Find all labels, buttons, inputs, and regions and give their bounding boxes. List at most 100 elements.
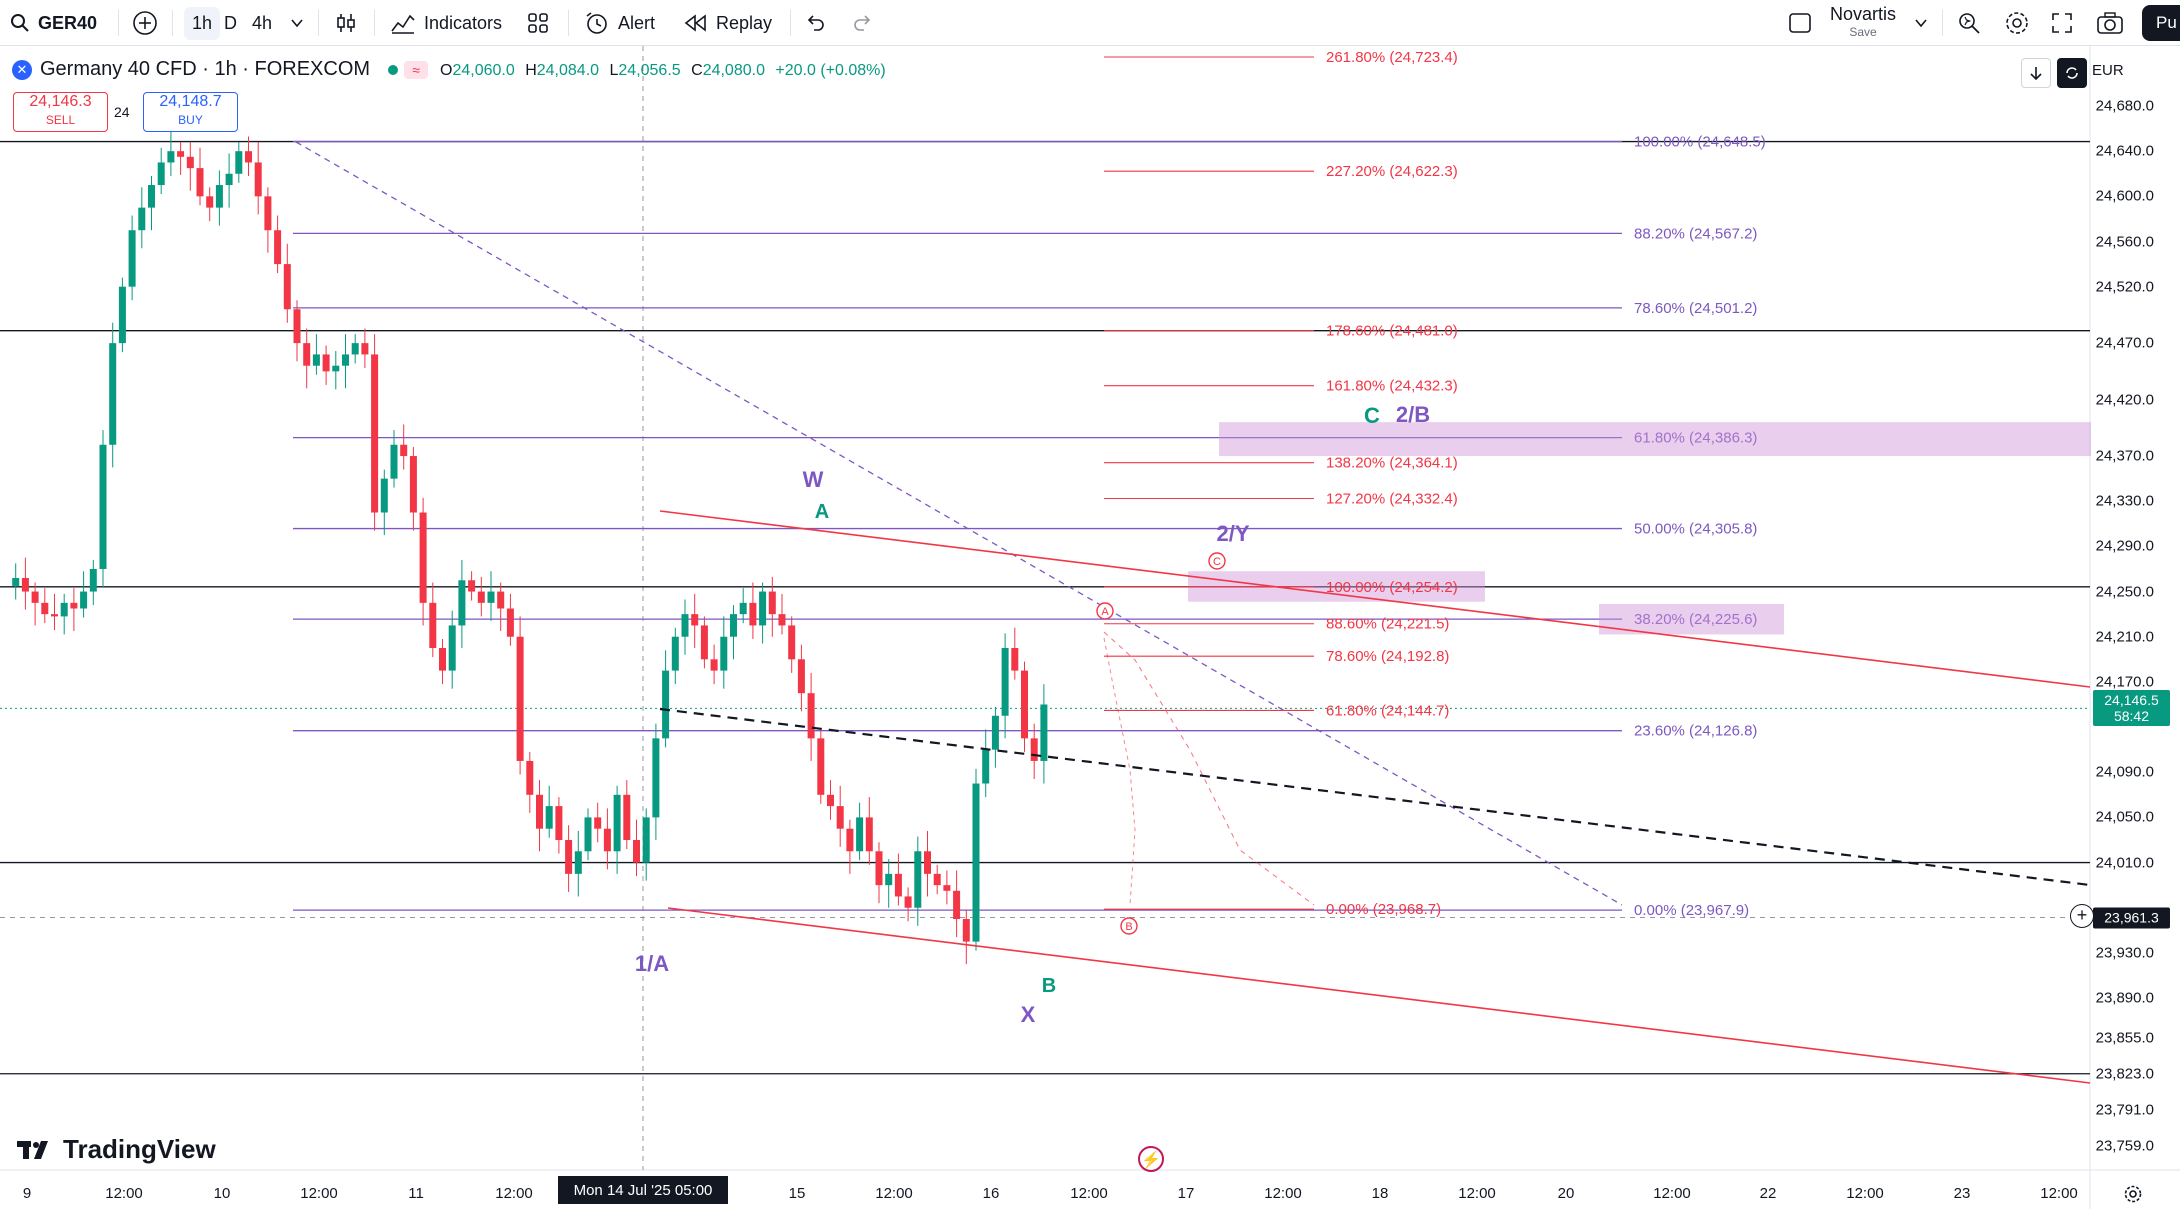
- candle-body: [342, 354, 349, 366]
- countdown-label: 58:42: [2113, 708, 2150, 725]
- time-axis-label: 20: [1557, 1185, 1575, 1202]
- candle-body: [1021, 670, 1028, 739]
- arrow-down-icon: [2030, 67, 2042, 81]
- price-axis-label: 24,170.0: [2095, 673, 2154, 691]
- quick-search-button[interactable]: [1956, 0, 1982, 46]
- candle-body: [778, 614, 786, 626]
- layout-menu[interactable]: Novartis Save: [1830, 0, 1896, 46]
- open-value: 24,060.0: [452, 62, 515, 79]
- interval-d[interactable]: D: [224, 12, 237, 33]
- candle-body: [914, 851, 922, 908]
- fullscreen-icon: [2052, 13, 2072, 33]
- layout-checkbox[interactable]: [1788, 0, 1812, 46]
- fib-purple-label: 38.20% (24,225.6): [1634, 611, 1757, 628]
- candle-body: [51, 614, 58, 617]
- buy-label: BUY: [178, 113, 203, 127]
- fullscreen-button[interactable]: [2050, 0, 2074, 46]
- indicators-button[interactable]: Indicators: [390, 0, 502, 46]
- candle-body: [953, 890, 961, 920]
- fib-red-label: 261.80% (24,723.4): [1326, 49, 1458, 66]
- magic-search-icon: [1959, 13, 1980, 34]
- templates-button[interactable]: [526, 0, 550, 46]
- sell-button[interactable]: 24,146.3 SELL: [13, 92, 108, 132]
- candle-body: [817, 738, 825, 795]
- publish-button[interactable]: Pu: [2142, 5, 2180, 41]
- candle-body: [303, 343, 311, 366]
- candle-body: [846, 828, 854, 852]
- candle-body: [730, 614, 737, 637]
- interval-dropdown[interactable]: [290, 0, 304, 46]
- candle-body: [739, 602, 747, 615]
- price-axis-label: 24,250.0: [2095, 583, 2154, 601]
- redo-button[interactable]: [852, 0, 874, 46]
- candle-body: [371, 354, 379, 513]
- chart-settings-button[interactable]: [2123, 1184, 2143, 1209]
- spread-value: 24: [114, 104, 130, 120]
- wave-circle-a-ring: [1096, 602, 1114, 620]
- price-axis-label: 23,930.0: [2095, 944, 2154, 962]
- compare-symbol-button[interactable]: [132, 0, 158, 46]
- top-toolbar: GER40 1h D 4h Indicators Alert Replay No…: [0, 0, 2180, 46]
- price-axis-label: 24,090.0: [2095, 763, 2154, 781]
- fib-purple-label: 50.00% (24,305.8): [1634, 521, 1757, 538]
- fib-red-label: 138.20% (24,364.1): [1326, 455, 1458, 472]
- layout-status: Save: [1849, 25, 1877, 39]
- symbol-logo-icon: ✕: [12, 59, 32, 80]
- candle-body: [574, 851, 582, 874]
- candle-body: [904, 896, 912, 908]
- add-alert-plus-icon[interactable]: +: [2070, 904, 2094, 928]
- fib-purple-label: 61.80% (24,386.3): [1634, 430, 1757, 447]
- candle-body: [177, 151, 185, 157]
- symbol-legend[interactable]: ✕ Germany 40 CFD · 1h · FOREXCOM ≈: [12, 58, 429, 81]
- wave-circle-c: C: [1213, 556, 1221, 568]
- candle-body: [468, 580, 476, 592]
- fib-red-label: 88.60% (24,221.5): [1326, 616, 1449, 633]
- change-value: +20.0 (+0.08%): [775, 62, 886, 79]
- snapshot-button[interactable]: [2096, 0, 2124, 46]
- indicators-icon: [391, 14, 415, 34]
- interval-1h[interactable]: 1h: [184, 6, 221, 40]
- candle-body: [1001, 648, 1009, 716]
- settings-button[interactable]: [2004, 0, 2030, 46]
- fib-red-label: 0.00% (23,968.7): [1326, 901, 1441, 918]
- price-axis-label: 23,855.0: [2095, 1029, 2154, 1047]
- price-axis-label: 23,791.0: [2095, 1101, 2154, 1119]
- lightning-icon[interactable]: ⚡: [1138, 1146, 1164, 1172]
- buy-price: 24,148.7: [159, 93, 222, 110]
- wave-circle-c-ring: [1208, 552, 1226, 570]
- price-chart[interactable]: 100.00% (24,648.5) 88.20% (24,567.2) 78.60…: [0, 46, 2180, 1209]
- candle-body: [283, 264, 291, 310]
- price-axis-label: 24,520.0: [2095, 278, 2154, 296]
- close-value: 24,080.0: [702, 62, 765, 79]
- price-axis-label: 24,680.0: [2095, 97, 2154, 115]
- fib-purple-label: 78.60% (24,501.2): [1634, 300, 1757, 317]
- fib-highlight-zone: [1219, 422, 2091, 457]
- data-delay-icon[interactable]: ≈: [404, 60, 429, 79]
- time-axis-label: 16: [982, 1185, 1000, 1202]
- candle-body: [623, 794, 631, 840]
- scroll-down-button[interactable]: [2021, 58, 2051, 88]
- undo-button[interactable]: [804, 0, 826, 46]
- candle-body: [1011, 648, 1019, 671]
- layout-dropdown[interactable]: [1914, 0, 1928, 46]
- replay-button[interactable]: Replay: [684, 0, 772, 46]
- candle-body: [865, 817, 873, 852]
- candle-body: [167, 151, 175, 163]
- chart-type-button[interactable]: [334, 0, 358, 46]
- candle-body: [710, 659, 718, 671]
- currency-label[interactable]: EUR: [2092, 62, 2124, 79]
- auto-scale-button[interactable]: [2057, 58, 2087, 88]
- candle-body: [322, 354, 330, 372]
- buy-button[interactable]: 24,148.7 BUY: [143, 92, 238, 132]
- undo-icon: [807, 15, 824, 31]
- candle-body: [768, 591, 776, 615]
- candle-body: [991, 715, 999, 750]
- candle-body: [662, 670, 670, 739]
- candle-body: [613, 794, 621, 852]
- interval-4h[interactable]: 4h: [252, 12, 273, 33]
- alert-button[interactable]: Alert: [584, 0, 655, 46]
- symbol-search[interactable]: GER40: [10, 0, 97, 46]
- time-axis-label: 11: [408, 1185, 424, 1202]
- candle-body: [419, 512, 427, 603]
- gear-icon: [2006, 12, 2028, 34]
